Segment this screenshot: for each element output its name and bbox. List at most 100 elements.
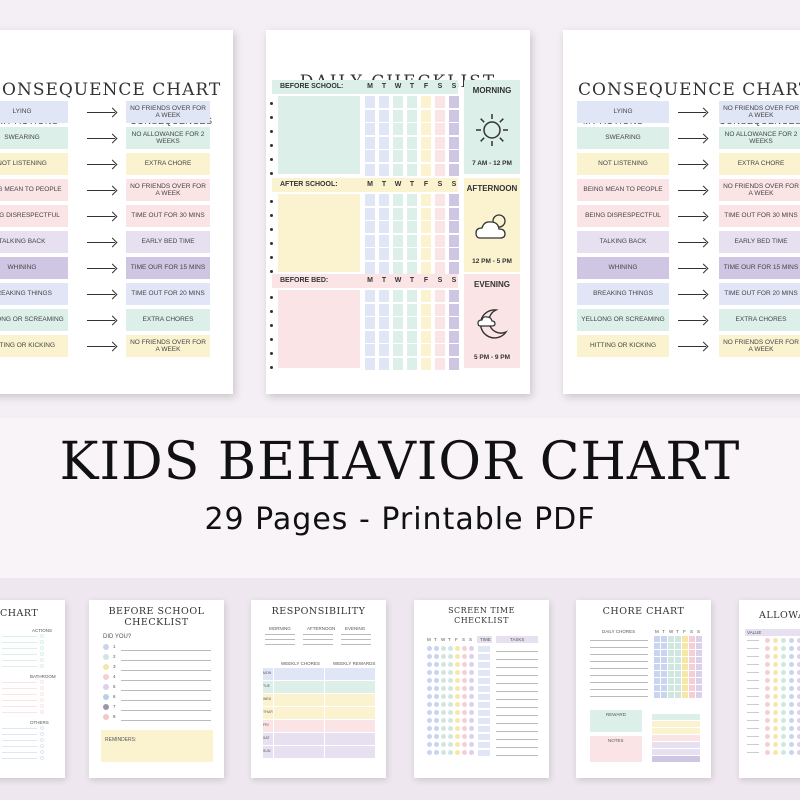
check-cell[interactable] — [435, 150, 445, 162]
check-dot[interactable] — [765, 694, 770, 699]
check-dot[interactable] — [455, 734, 460, 739]
check-dot[interactable] — [455, 670, 460, 675]
check-cell[interactable] — [696, 671, 702, 677]
check-dot[interactable] — [765, 662, 770, 667]
check-cell[interactable] — [393, 207, 403, 220]
check-cell[interactable] — [421, 261, 431, 274]
check-cell[interactable] — [365, 330, 375, 343]
check-dot[interactable] — [448, 694, 453, 699]
check-cell[interactable] — [668, 636, 674, 642]
check-cell[interactable] — [661, 664, 667, 670]
check-dot[interactable] — [448, 686, 453, 691]
check-dot[interactable] — [789, 638, 794, 643]
check-dot[interactable] — [773, 678, 778, 683]
check-cell[interactable] — [435, 344, 445, 356]
check-cell[interactable] — [668, 643, 674, 649]
check-cell[interactable] — [421, 234, 431, 247]
check-dot[interactable] — [434, 702, 439, 707]
check-dot[interactable] — [797, 670, 800, 675]
check-cell[interactable] — [696, 678, 702, 684]
check-cell[interactable] — [449, 330, 459, 343]
check-cell[interactable] — [689, 657, 695, 663]
check-dot[interactable] — [434, 750, 439, 755]
check-cell[interactable] — [365, 317, 375, 329]
check-cell[interactable] — [407, 207, 417, 220]
check-cell[interactable] — [379, 150, 389, 162]
time-cell[interactable] — [478, 694, 490, 700]
check-dot[interactable] — [781, 702, 786, 707]
check-dot[interactable] — [765, 678, 770, 683]
time-cell[interactable] — [478, 678, 490, 684]
check-cell[interactable] — [654, 664, 660, 670]
check-dot[interactable] — [455, 726, 460, 731]
check-cell[interactable] — [407, 109, 417, 122]
time-cell[interactable] — [478, 750, 490, 756]
reminders-box[interactable] — [101, 730, 213, 762]
check-dot[interactable] — [448, 678, 453, 683]
check-dot[interactable] — [773, 662, 778, 667]
check-dot[interactable] — [441, 646, 446, 651]
check-cell[interactable] — [421, 290, 431, 302]
check-dot[interactable] — [773, 646, 778, 651]
check-dot[interactable] — [469, 662, 474, 667]
check-dot[interactable] — [441, 654, 446, 659]
check-cell[interactable] — [421, 357, 431, 370]
check-dot[interactable] — [781, 670, 786, 675]
check-dot[interactable] — [441, 694, 446, 699]
check-dot[interactable] — [469, 726, 474, 731]
check-cell[interactable] — [379, 330, 389, 343]
checklist-area[interactable] — [278, 194, 360, 272]
check-cell[interactable] — [365, 248, 375, 260]
check-cell[interactable] — [668, 671, 674, 677]
check-dot[interactable] — [789, 702, 794, 707]
check-dot[interactable] — [434, 678, 439, 683]
check-dot[interactable] — [462, 670, 467, 675]
check-cell[interactable] — [435, 303, 445, 316]
time-cell[interactable] — [478, 686, 490, 692]
check-cell[interactable] — [393, 344, 403, 356]
check-dot[interactable] — [789, 718, 794, 723]
check-cell[interactable] — [654, 643, 660, 649]
check-cell[interactable] — [449, 150, 459, 162]
chore-cell[interactable] — [274, 681, 324, 693]
check-dot[interactable] — [441, 742, 446, 747]
check-dot[interactable] — [448, 654, 453, 659]
check-cell[interactable] — [407, 261, 417, 274]
check-cell[interactable] — [449, 357, 459, 370]
check-cell[interactable] — [675, 671, 681, 677]
check-dot[interactable] — [455, 718, 460, 723]
time-cell[interactable] — [478, 646, 490, 652]
check-dot[interactable] — [469, 686, 474, 691]
check-cell[interactable] — [435, 194, 445, 206]
check-cell[interactable] — [449, 234, 459, 247]
check-cell[interactable] — [393, 330, 403, 343]
check-dot[interactable] — [441, 750, 446, 755]
check-cell[interactable] — [393, 317, 403, 329]
check-cell[interactable] — [689, 678, 695, 684]
check-cell[interactable] — [682, 643, 688, 649]
check-cell[interactable] — [435, 221, 445, 233]
check-dot[interactable] — [469, 710, 474, 715]
check-cell[interactable] — [393, 150, 403, 162]
time-cell[interactable] — [478, 742, 490, 748]
check-dot[interactable] — [469, 718, 474, 723]
check-dot[interactable] — [455, 710, 460, 715]
check-dot[interactable] — [797, 750, 800, 755]
check-cell[interactable] — [435, 357, 445, 370]
check-cell[interactable] — [682, 671, 688, 677]
check-dot[interactable] — [427, 734, 432, 739]
check-cell[interactable] — [661, 685, 667, 691]
check-cell[interactable] — [696, 664, 702, 670]
check-dot[interactable] — [448, 734, 453, 739]
check-dot[interactable] — [781, 750, 786, 755]
check-cell[interactable] — [689, 664, 695, 670]
check-dot[interactable] — [781, 638, 786, 643]
check-cell[interactable] — [407, 344, 417, 356]
check-dot[interactable] — [462, 734, 467, 739]
check-dot[interactable] — [448, 726, 453, 731]
check-cell[interactable] — [696, 636, 702, 642]
check-dot[interactable] — [773, 702, 778, 707]
check-dot[interactable] — [765, 654, 770, 659]
check-cell[interactable] — [393, 123, 403, 135]
check-dot[interactable] — [781, 742, 786, 747]
